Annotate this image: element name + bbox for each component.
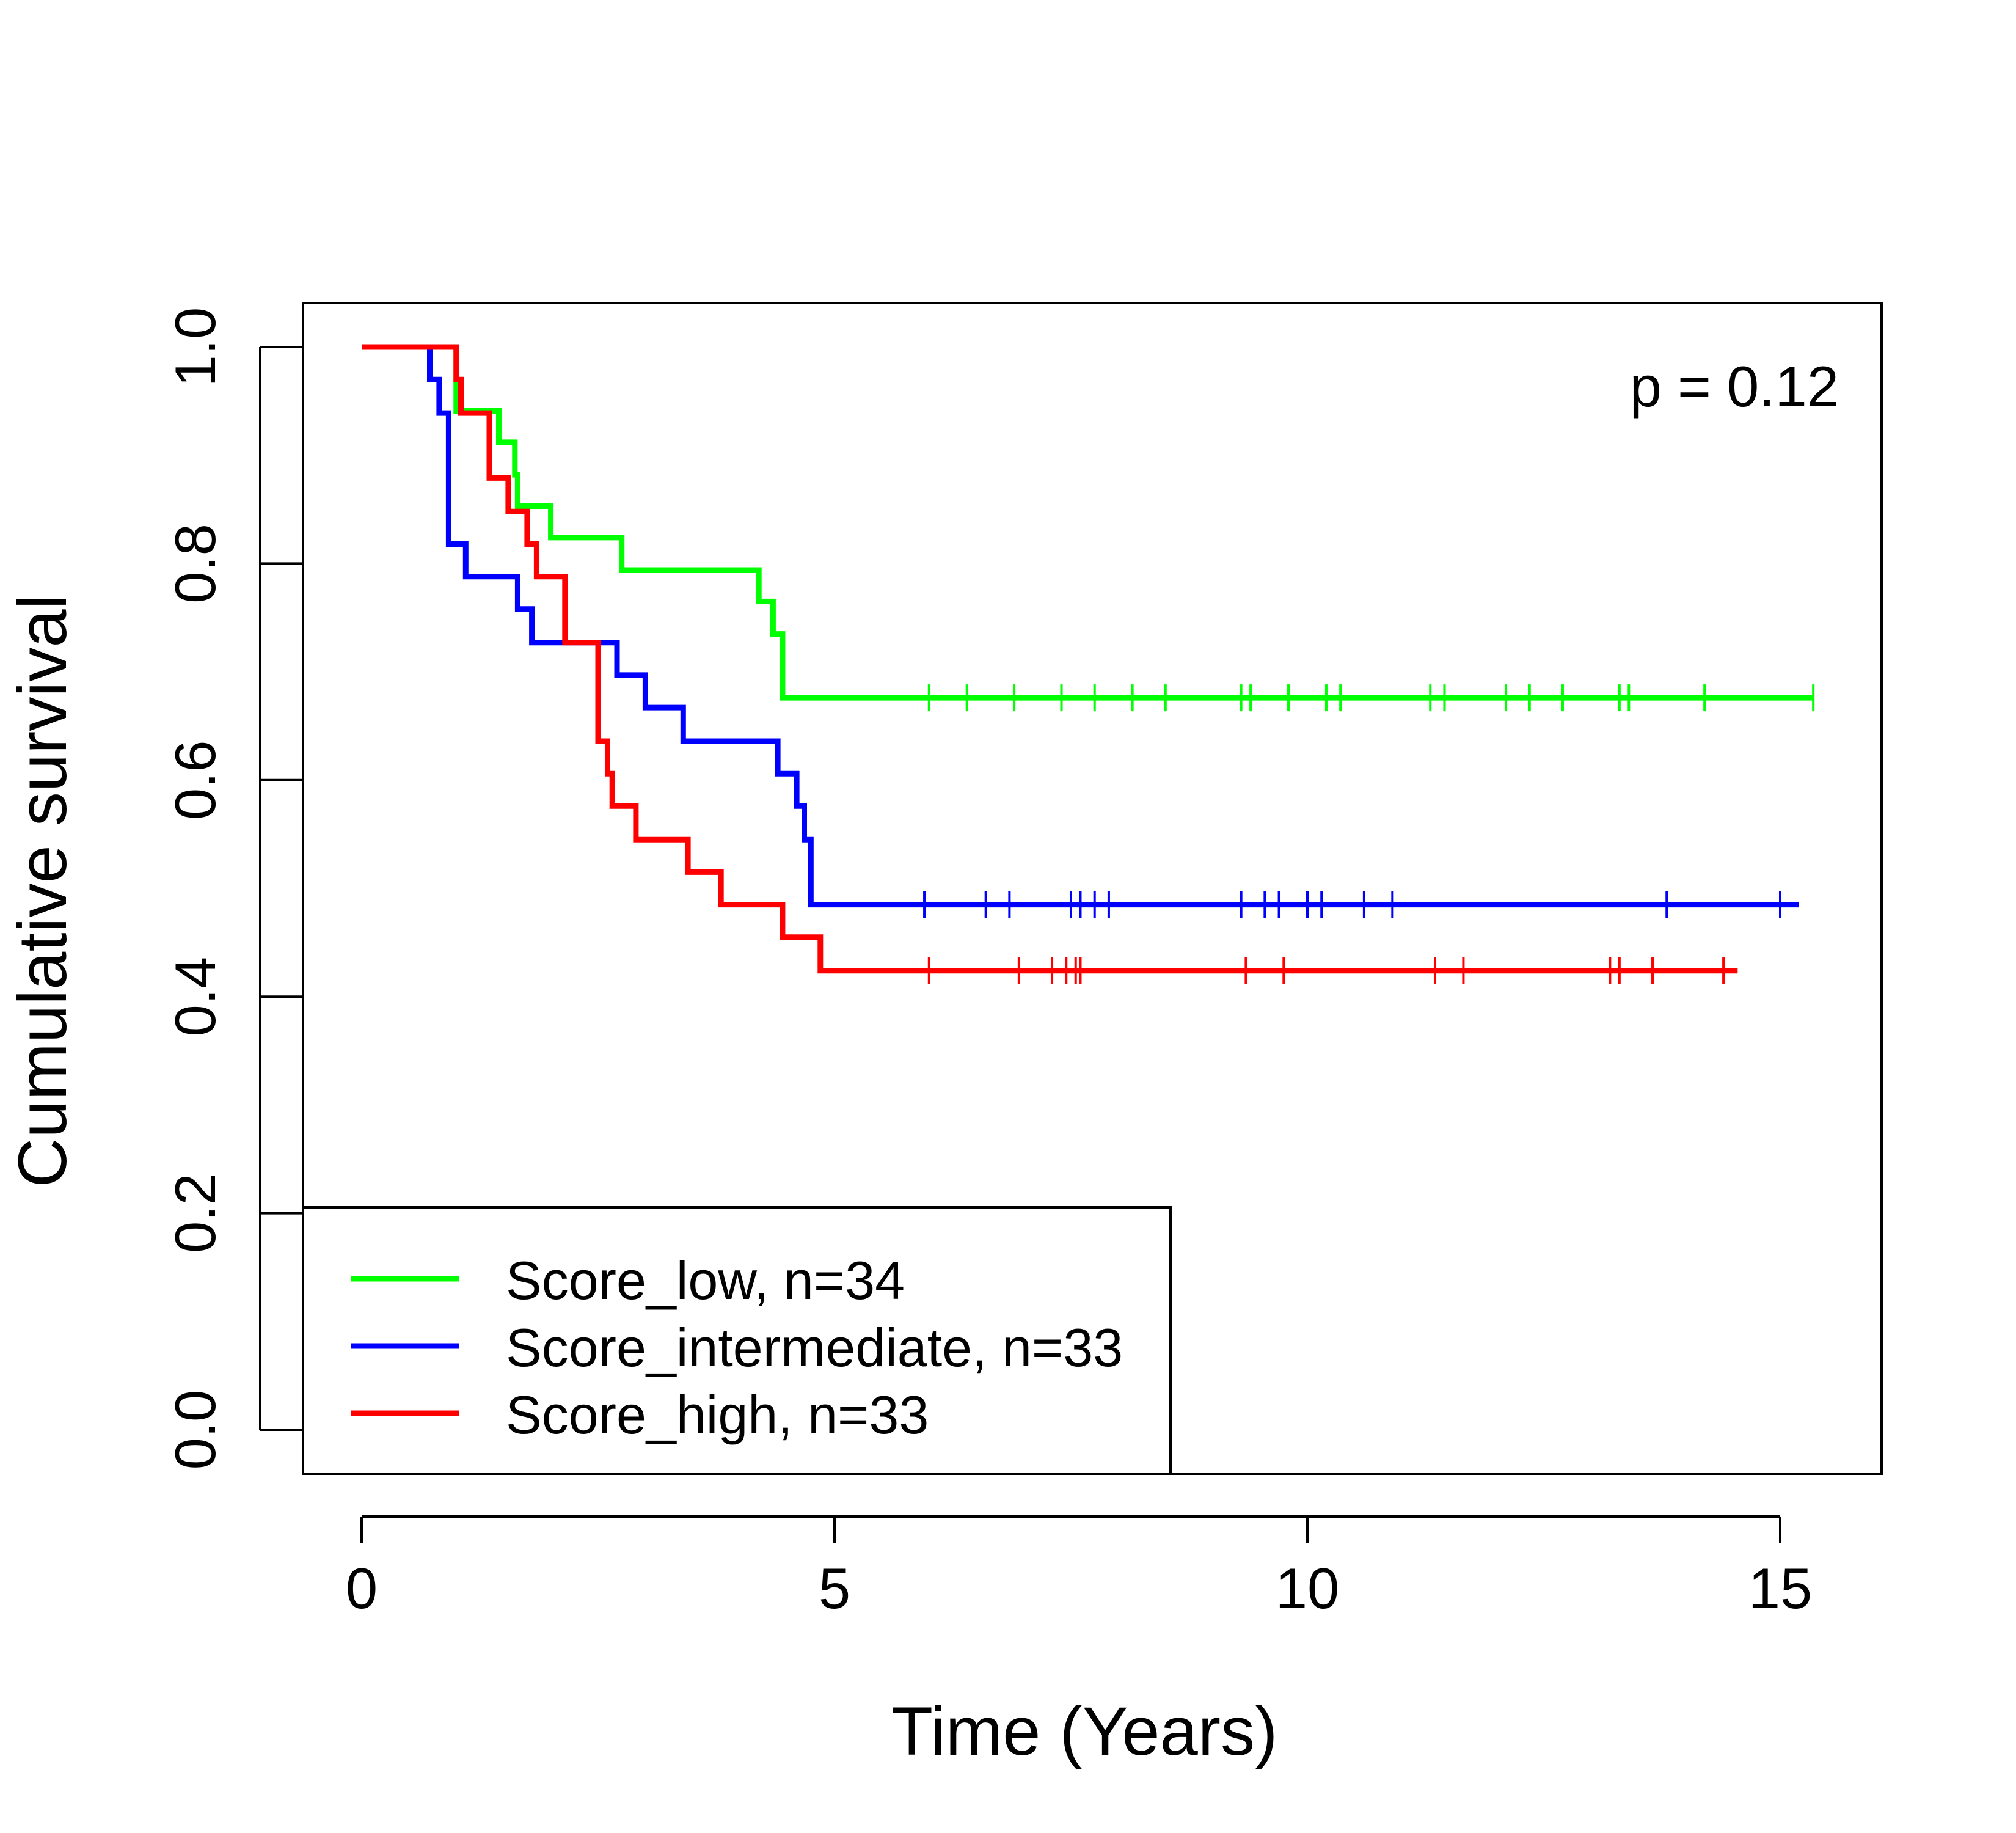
legend-label: Score_intermediate, n=33 <box>506 1317 1123 1378</box>
p-value-annotation: p = 0.12 <box>1630 354 1839 419</box>
survival-curve-0 <box>362 344 1814 701</box>
legend-label: Score_high, n=33 <box>506 1385 929 1445</box>
axes-layer: 0 5 10 15 0.0 0.2 0.4 0.6 0.8 1.0 <box>163 302 1883 1620</box>
plot-layer <box>362 344 1815 984</box>
y-tick-label: 1.0 <box>163 307 227 387</box>
y-tick-label: 0.0 <box>163 1390 227 1470</box>
y-tick-label: 0.2 <box>163 1173 227 1253</box>
x-axis-label: Time (Years) <box>891 1693 1278 1769</box>
x-tick-label: 0 <box>346 1556 378 1620</box>
x-tick-label: 5 <box>819 1556 850 1620</box>
y-tick-label: 0.6 <box>163 740 227 820</box>
x-tick-label: 10 <box>1276 1556 1340 1620</box>
y-axis-label: Cumulative survival <box>4 595 81 1188</box>
legend-box <box>302 1206 1172 1475</box>
legend-label: Score_low, n=34 <box>506 1250 905 1311</box>
y-tick-label: 0.8 <box>163 524 227 604</box>
survival-curve-1 <box>362 344 1799 908</box>
survival-curve-2 <box>362 344 1738 974</box>
x-tick-label: 15 <box>1748 1556 1813 1620</box>
y-tick-label: 0.4 <box>163 957 227 1037</box>
